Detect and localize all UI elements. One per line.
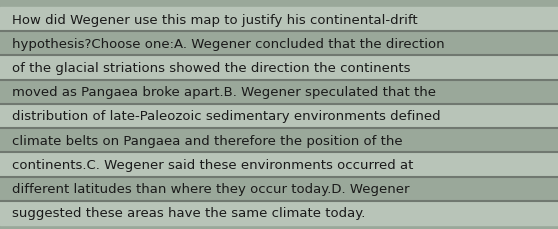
Bar	[0, 201, 558, 225]
Text: suggested these areas have the same climate today.: suggested these areas have the same clim…	[12, 207, 365, 219]
Text: of the glacial striations showed the direction the continents: of the glacial striations showed the dir…	[12, 62, 411, 75]
Bar	[0, 8, 558, 32]
Bar	[0, 56, 558, 80]
Bar	[0, 128, 558, 153]
Text: different latitudes than where they occur today.D. Wegener: different latitudes than where they occu…	[12, 182, 410, 195]
Bar	[0, 177, 558, 201]
Text: hypothesis?Choose one:A. Wegener concluded that the direction: hypothesis?Choose one:A. Wegener conclud…	[12, 38, 445, 51]
Text: climate belts on Pangaea and therefore the position of the: climate belts on Pangaea and therefore t…	[12, 134, 403, 147]
Text: distribution of late-Paleozoic sedimentary environments defined: distribution of late-Paleozoic sedimenta…	[12, 110, 441, 123]
Text: continents.C. Wegener said these environments occurred at: continents.C. Wegener said these environ…	[12, 158, 413, 171]
Bar	[0, 104, 558, 128]
Bar	[0, 80, 558, 104]
Text: moved as Pangaea broke apart.B. Wegener speculated that the: moved as Pangaea broke apart.B. Wegener …	[12, 86, 436, 99]
Text: How did Wegener use this map to justify his continental-drift: How did Wegener use this map to justify …	[12, 14, 418, 27]
Bar	[0, 32, 558, 56]
Bar	[0, 153, 558, 177]
